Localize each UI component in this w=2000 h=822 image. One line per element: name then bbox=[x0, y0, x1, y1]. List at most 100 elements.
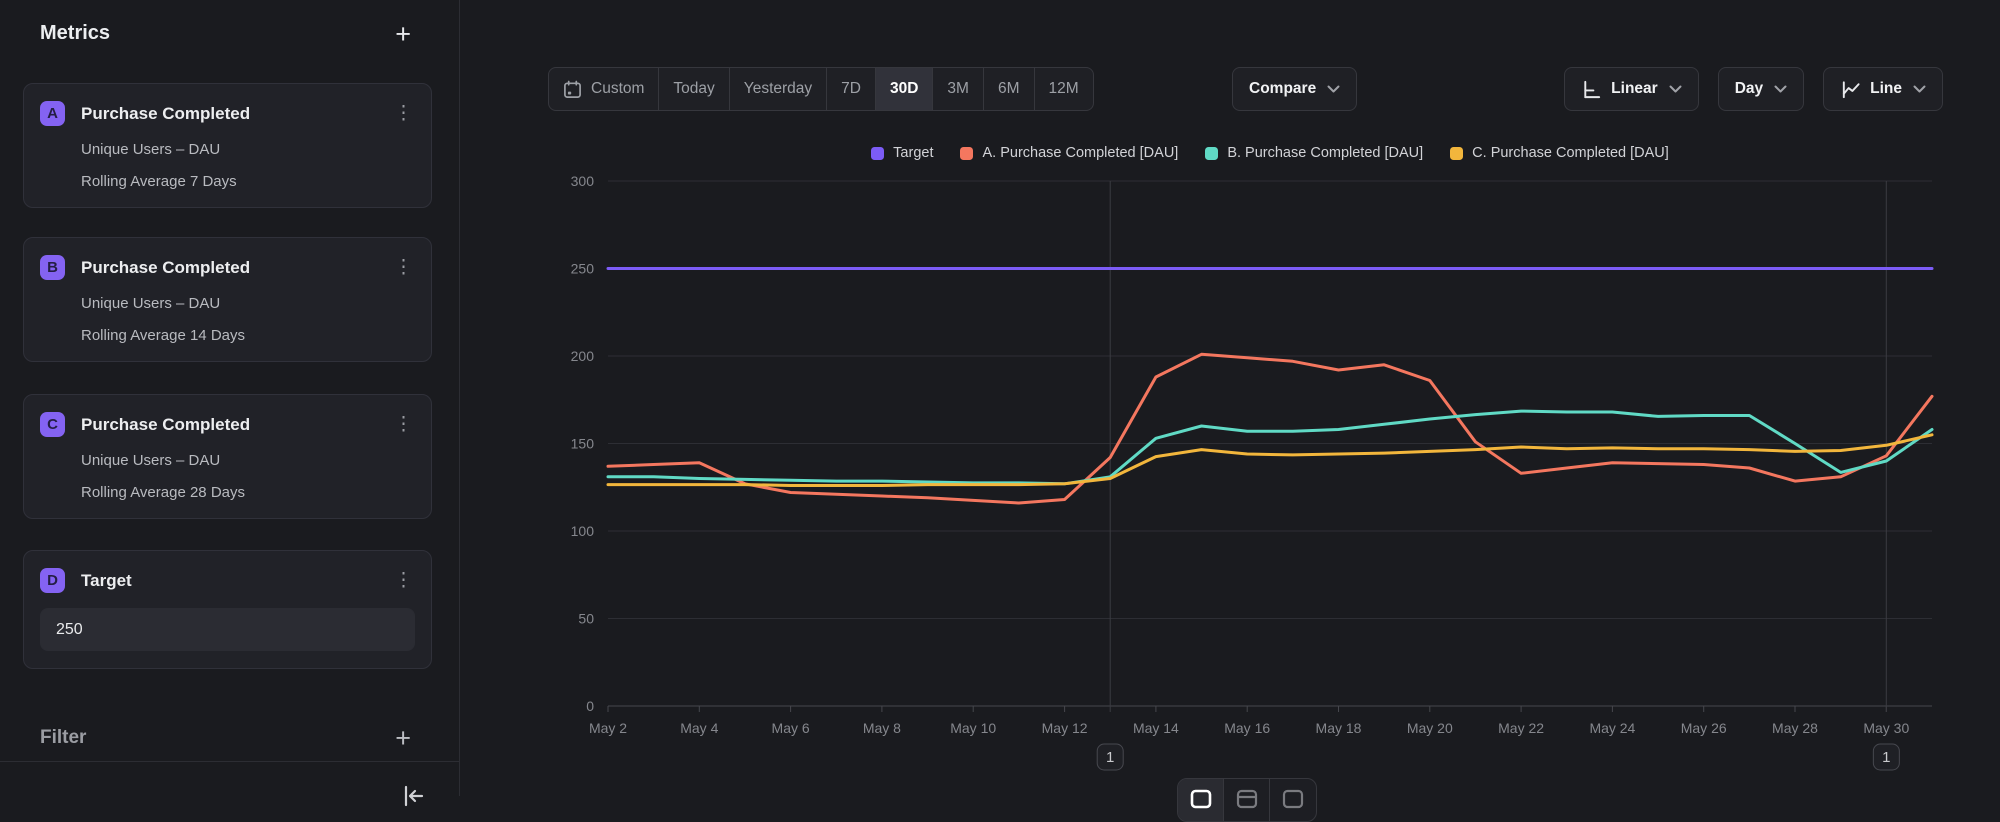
svg-text:May 6: May 6 bbox=[772, 720, 810, 736]
range-label: Today bbox=[673, 80, 715, 97]
legend-swatch-icon bbox=[871, 146, 885, 160]
range-12m[interactable]: 12M bbox=[1035, 68, 1093, 110]
annotation-badge[interactable]: 1 bbox=[1872, 743, 1900, 771]
metrics-title: Metrics bbox=[40, 22, 111, 44]
target-card[interactable]: D Target ⋮ bbox=[23, 550, 432, 669]
filter-section: Filter + bbox=[40, 723, 411, 753]
legend-item[interactable]: B. Purchase Completed [DAU] bbox=[1205, 145, 1423, 161]
pivot-view-button[interactable] bbox=[1270, 779, 1316, 821]
range-label: Yesterday bbox=[743, 80, 813, 97]
range-3m[interactable]: 3M bbox=[933, 68, 984, 110]
svg-text:300: 300 bbox=[571, 173, 595, 189]
metric-measure: Unique Users – DAU bbox=[81, 141, 221, 158]
kebab-menu-icon[interactable]: ⋮ bbox=[394, 256, 413, 278]
sidebar-footer-divider bbox=[0, 761, 460, 762]
scale-dropdown[interactable]: Linear bbox=[1564, 67, 1699, 111]
scale-label: Linear bbox=[1611, 80, 1658, 97]
range-label: 3M bbox=[947, 80, 969, 97]
svg-text:250: 250 bbox=[571, 261, 595, 277]
svg-text:May 4: May 4 bbox=[680, 720, 718, 736]
legend-item[interactable]: Target bbox=[871, 145, 933, 161]
linear-scale-icon bbox=[1584, 80, 1601, 98]
legend-label: C. Purchase Completed [DAU] bbox=[1472, 145, 1669, 161]
line-chart-icon bbox=[1842, 80, 1860, 98]
metric-card-a[interactable]: A Purchase Completed ⋮ Unique Users – DA… bbox=[23, 83, 432, 208]
metric-transform: Rolling Average 7 Days bbox=[81, 173, 237, 190]
filter-title: Filter bbox=[40, 727, 87, 748]
chevron-down-icon bbox=[1669, 85, 1682, 92]
calendar-icon bbox=[564, 80, 581, 98]
range-label: 30D bbox=[889, 80, 919, 97]
svg-text:May 2: May 2 bbox=[589, 720, 627, 736]
chart-legend: Target A. Purchase Completed [DAU] B. Purc… bbox=[608, 145, 1932, 161]
add-metric-button[interactable]: + bbox=[395, 18, 411, 49]
interval-dropdown[interactable]: Day bbox=[1717, 67, 1805, 111]
compare-dropdown[interactable]: Compare bbox=[1232, 67, 1358, 111]
svg-text:200: 200 bbox=[571, 348, 595, 364]
range-7d[interactable]: 7D bbox=[827, 68, 876, 110]
metric-card-b[interactable]: B Purchase Completed ⋮ Unique Users – DA… bbox=[23, 237, 432, 362]
range-today[interactable]: Today bbox=[659, 68, 730, 110]
svg-text:1: 1 bbox=[1106, 749, 1114, 766]
chart-type-label: Line bbox=[1870, 80, 1902, 97]
legend-item[interactable]: A. Purchase Completed [DAU] bbox=[960, 145, 1178, 161]
legend-label: B. Purchase Completed [DAU] bbox=[1227, 145, 1424, 161]
target-card-head: D Target ⋮ bbox=[40, 568, 415, 593]
target-value-input[interactable] bbox=[40, 608, 415, 651]
range-custom[interactable]: Custom bbox=[549, 68, 660, 110]
svg-text:50: 50 bbox=[578, 611, 594, 627]
metric-badge: C bbox=[40, 412, 65, 437]
chart-view-button[interactable] bbox=[1178, 779, 1224, 821]
svg-text:May 12: May 12 bbox=[1042, 720, 1088, 736]
metric-badge: A bbox=[40, 101, 65, 126]
metric-transform: Rolling Average 28 Days bbox=[81, 484, 245, 501]
svg-text:0: 0 bbox=[586, 698, 594, 714]
view-toggle-control bbox=[1177, 778, 1317, 822]
range-30d[interactable]: 30D bbox=[875, 68, 934, 110]
kebab-menu-icon[interactable]: ⋮ bbox=[394, 413, 413, 435]
target-title: Target bbox=[81, 570, 132, 590]
x-axis-labels: May 2 May 4 May 6 May 8 May 10 May 12 May 14 Ma… bbox=[589, 706, 1909, 736]
metric-card-c[interactable]: C Purchase Completed ⋮ Unique Users – DA… bbox=[23, 394, 432, 519]
y-axis-labels: 0 50 100 150 200 250 300 bbox=[571, 173, 595, 714]
date-range-control: Custom Today Yesterday 7D 30D 3M 6M 12M bbox=[548, 67, 1094, 111]
legend-label: A. Purchase Completed [DAU] bbox=[982, 145, 1179, 161]
metric-title: Purchase Completed bbox=[81, 414, 251, 434]
metric-title: Purchase Completed bbox=[81, 257, 251, 277]
range-label: 6M bbox=[997, 80, 1020, 97]
svg-text:May 26: May 26 bbox=[1681, 720, 1727, 736]
pivot-view-icon bbox=[1282, 789, 1304, 809]
metrics-header: Metrics + bbox=[40, 18, 411, 49]
svg-text:May 8: May 8 bbox=[863, 720, 901, 736]
svg-text:May 22: May 22 bbox=[1498, 720, 1544, 736]
svg-text:100: 100 bbox=[571, 523, 595, 539]
legend-swatch-icon bbox=[960, 146, 974, 160]
metric-title: Purchase Completed bbox=[81, 103, 251, 123]
table-view-button[interactable] bbox=[1224, 779, 1270, 821]
add-filter-button[interactable]: + bbox=[395, 723, 411, 753]
kebab-menu-icon[interactable]: ⋮ bbox=[394, 569, 413, 591]
metric-measure: Unique Users – DAU bbox=[81, 452, 221, 469]
legend-swatch-icon bbox=[1205, 146, 1219, 160]
range-6m[interactable]: 6M bbox=[984, 68, 1035, 110]
svg-text:May 16: May 16 bbox=[1224, 720, 1270, 736]
gridlines bbox=[608, 180, 1932, 707]
legend-swatch-icon bbox=[1450, 146, 1464, 160]
series-line-1 bbox=[606, 352, 1934, 505]
metric-badge: B bbox=[40, 255, 65, 280]
legend-item[interactable]: C. Purchase Completed [DAU] bbox=[1450, 145, 1669, 161]
annotation-badge[interactable]: 1 bbox=[1096, 743, 1124, 771]
chart-options-group: Linear Day Line bbox=[1564, 67, 1943, 111]
range-yesterday[interactable]: Yesterday bbox=[730, 68, 828, 110]
svg-text:May 30: May 30 bbox=[1863, 720, 1909, 736]
chevron-down-icon bbox=[1913, 85, 1926, 92]
chart-type-dropdown[interactable]: Line bbox=[1823, 67, 1943, 111]
svg-text:150: 150 bbox=[571, 436, 595, 452]
range-label: 12M bbox=[1048, 80, 1079, 97]
metric-measure: Unique Users – DAU bbox=[81, 295, 221, 312]
svg-text:May 10: May 10 bbox=[950, 720, 996, 736]
kebab-menu-icon[interactable]: ⋮ bbox=[394, 102, 413, 124]
svg-text:May 14: May 14 bbox=[1133, 720, 1179, 736]
